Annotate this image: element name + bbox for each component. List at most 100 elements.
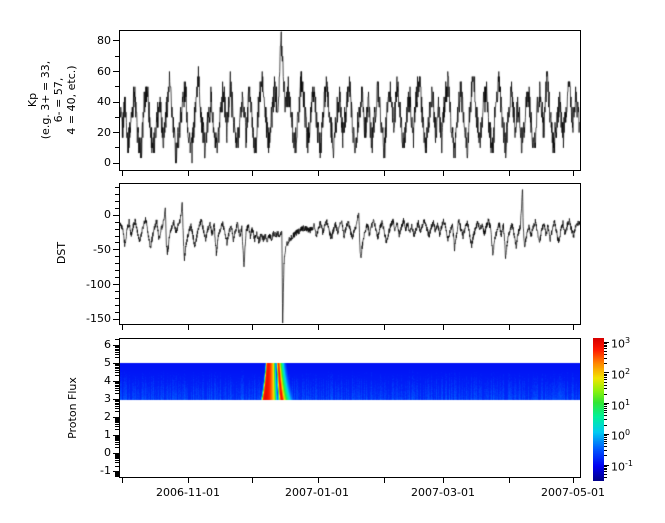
colorbar-tick-mark [604,341,609,343]
colorbar-minor-tick [604,446,607,447]
proton-y-minor-tick [115,418,119,420]
x-month-tick-mark [317,478,319,483]
proton-y-minor-tick [115,404,119,406]
proton-y-minor-tick [115,465,119,467]
colorbar-minor-tick [604,476,607,478]
kp-y-tick-label: 0 [104,156,111,170]
dst-y-minor-tick [115,193,119,195]
proton-y-tick-label: -1 [100,464,111,478]
proton-y-minor-tick [115,400,119,402]
x-month-tick-mark [317,325,319,330]
dst-y-minor-tick [115,297,119,299]
proton-y-minor-tick [115,375,119,377]
x-month-tick-mark [252,171,253,176]
kp-y-axis-label: Kp (e.g. 3+ = 33, 6- = 57, 4 = 40, etc.) [26,0,78,200]
colorbar-minor-tick [604,404,607,406]
dst-y-minor-tick [115,228,119,230]
kp-y-tick-mark [113,101,119,103]
proton-y-axis-label: Proton Flux [66,377,79,439]
colorbar-minor-tick [604,375,607,377]
proton-y-minor-tick [115,364,119,366]
colorbar-minor-tick [604,346,607,348]
kp-y-tick-mark [113,40,119,42]
colorbar-tick-label: 10-1 [611,459,633,474]
proton-y-tick-label: 3 [104,392,111,406]
proton-y-minor-tick [115,462,119,464]
colorbar-minor-tick [604,436,607,438]
proton-y-minor-tick [115,366,119,368]
dst-y-tick-mark [113,214,119,216]
proton-y-minor-tick [115,402,119,404]
colorbar-minor-tick [604,363,607,364]
colorbar-tick-label: 101 [611,397,631,413]
proton-y-minor-tick [115,456,119,458]
proton-y-minor-tick [115,372,119,373]
kp-y-tick-label: 40 [97,95,111,108]
proton-y-minor-tick [115,347,119,349]
proton-y-minor-tick [115,384,119,386]
proton-y-minor-tick [115,339,119,340]
proton-y-tick-mark [113,416,119,418]
colorbar-minor-tick [604,469,607,471]
proton-y-minor-tick [115,426,119,428]
proton-y-minor-tick [115,346,119,348]
dst-y-minor-tick [115,207,119,209]
proton-y-minor-tick [115,454,119,456]
x-month-tick-mark [509,478,511,483]
x-month-tick-mark [122,171,124,176]
colorbar-minor-tick [604,388,607,390]
dst-panel [119,183,581,325]
colorbar-minor-tick [604,384,607,386]
dst-plot-canvas [120,184,580,324]
proton-y-minor-tick [115,423,119,425]
proton-panel [119,338,581,478]
colorbar-tick-label: 103 [611,336,631,351]
x-month-tick-mark [188,478,190,483]
proton-y-minor-tick [115,471,119,473]
dst-y-minor-tick [115,290,119,292]
x-month-tick-mark [509,171,511,176]
x-month-tick-mark [317,171,319,176]
colorbar-tick-mark [604,403,609,404]
colorbar-minor-tick [604,406,607,407]
proton-y-minor-tick [115,369,119,371]
kp-plot-canvas [120,31,580,170]
x-month-tick-mark [122,478,124,483]
proton-y-minor-tick [115,447,119,449]
proton-flux-canvas [120,339,580,477]
x-month-tick-mark [573,171,575,176]
proton-y-minor-tick [115,444,119,446]
kp-y-axis-label-line: 6- = 57, [52,77,65,123]
colorbar-minor-tick [604,377,607,378]
kp-y-tick-label: 20 [97,125,111,139]
proton-y-minor-tick [115,365,119,367]
proton-y-minor-tick [115,455,119,457]
proton-y-tick-mark [113,398,119,400]
proton-y-minor-tick [115,345,119,347]
proton-y-minor-tick [115,438,119,440]
proton-y-minor-tick [115,472,119,474]
proton-y-tick-label: 5 [104,356,111,369]
kp-y-minor-tick [115,55,119,57]
kp-y-tick-mark [113,71,119,72]
kp-y-axis-label-line: (e.g. 3+ = 33, [39,60,52,140]
x-month-tick-mark [509,325,511,330]
colorbar-tick-label: 100 [611,428,631,443]
colorbar-minor-tick [604,344,607,346]
proton-y-minor-tick [115,437,119,439]
proton-y-tick-mark [113,344,119,346]
dst-y-minor-tick [115,263,119,265]
kp-y-tick-label: 60 [97,64,111,78]
x-tick-label: 2007-05-01 [541,486,605,499]
dst-y-tick-label: -50 [93,242,111,256]
kp-y-tick-label: 80 [97,33,111,47]
colorbar-minor-tick [604,473,607,475]
colorbar-minor-tick [604,455,607,457]
proton-y-minor-tick [115,349,119,351]
colorbar-minor-tick [604,373,607,375]
dst-y-minor-tick [115,304,119,306]
proton-y-minor-tick [115,351,119,353]
x-month-tick-mark [188,325,190,330]
proton-y-minor-tick [115,422,119,424]
